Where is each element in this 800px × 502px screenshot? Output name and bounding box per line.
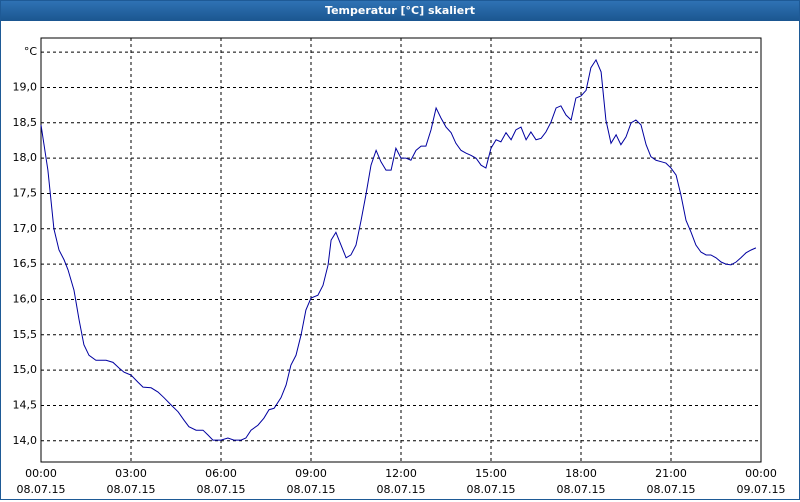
title-bar: Temperatur [°C] skaliert bbox=[1, 1, 799, 21]
x-tick-date: 08.07.15 bbox=[197, 483, 246, 496]
x-tick-label: 09:00 bbox=[295, 467, 327, 480]
x-tick-label: 15:00 bbox=[475, 467, 507, 480]
x-tick-date: 08.07.15 bbox=[647, 483, 696, 496]
y-tick-label: 19,0 bbox=[13, 80, 38, 93]
x-tick-date: 09.07.15 bbox=[737, 483, 786, 496]
y-tick-label: °C bbox=[24, 45, 38, 58]
x-tick-date: 08.07.15 bbox=[557, 483, 606, 496]
y-tick-label: 15,5 bbox=[13, 328, 38, 341]
y-tick-label: 18,5 bbox=[13, 116, 38, 129]
y-tick-label: 14,5 bbox=[13, 398, 38, 411]
x-tick-label: 18:00 bbox=[565, 467, 597, 480]
y-tick-label: 17,5 bbox=[13, 186, 38, 199]
x-tick-date: 08.07.15 bbox=[287, 483, 336, 496]
x-tick-label: 06:00 bbox=[205, 467, 237, 480]
x-tick-label: 00:00 bbox=[745, 467, 777, 480]
x-tick-date: 08.07.15 bbox=[107, 483, 156, 496]
x-tick-date: 08.07.15 bbox=[467, 483, 516, 496]
temperature-line bbox=[40, 58, 757, 441]
x-tick-label: 03:00 bbox=[115, 467, 147, 480]
x-tick-label: 00:00 bbox=[25, 467, 57, 480]
x-tick-label: 21:00 bbox=[655, 467, 687, 480]
chart: 14,0 14,5 15,0 15,5 16,0 16,5 17,0 17,5 18,0 18,5… bbox=[13, 37, 786, 496]
y-tick-label: 18,0 bbox=[13, 151, 38, 164]
y-tick-label: 16,0 bbox=[13, 292, 38, 305]
x-tick-date: 08.07.15 bbox=[377, 483, 426, 496]
x-tick-date: 08.07.15 bbox=[17, 483, 66, 496]
y-tick-label: 16,5 bbox=[13, 257, 38, 270]
x-tick-label: 12:00 bbox=[385, 467, 417, 480]
y-tick-label: 17,0 bbox=[13, 222, 38, 235]
y-tick-label: 14,0 bbox=[13, 434, 38, 447]
y-tick-label: 15,0 bbox=[13, 363, 38, 376]
